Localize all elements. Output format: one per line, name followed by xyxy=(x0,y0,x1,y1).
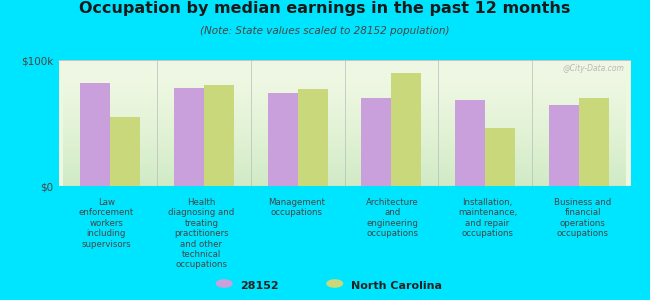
Text: Occupation by median earnings in the past 12 months: Occupation by median earnings in the pas… xyxy=(79,2,571,16)
Bar xyxy=(204,85,234,186)
Text: Installation,
maintenance,
and repair
occupations: Installation, maintenance, and repair oc… xyxy=(458,198,517,238)
Text: Management
occupations: Management occupations xyxy=(268,198,326,218)
Text: North Carolina: North Carolina xyxy=(351,281,442,291)
Text: Business and
financial
operations
occupations: Business and financial operations occupa… xyxy=(554,198,612,238)
Bar xyxy=(391,73,421,186)
Text: @City-Data.com: @City-Data.com xyxy=(563,64,625,73)
Text: (Note: State values scaled to 28152 population): (Note: State values scaled to 28152 popu… xyxy=(200,26,450,35)
Bar xyxy=(455,100,485,186)
Bar xyxy=(361,98,391,186)
Bar xyxy=(579,98,609,186)
Text: Architecture
and
engineering
occupations: Architecture and engineering occupations xyxy=(366,198,419,238)
Text: 28152: 28152 xyxy=(240,281,279,291)
Text: Law
enforcement
workers
including
supervisors: Law enforcement workers including superv… xyxy=(79,198,134,249)
Bar xyxy=(485,128,515,186)
Bar xyxy=(268,93,298,186)
Bar xyxy=(549,105,579,186)
Bar xyxy=(174,88,204,186)
Bar xyxy=(298,89,328,186)
Bar xyxy=(110,117,140,186)
Bar xyxy=(80,83,110,186)
Text: Health
diagnosing and
treating
practitioners
and other
technical
occupations: Health diagnosing and treating practitio… xyxy=(168,198,235,269)
